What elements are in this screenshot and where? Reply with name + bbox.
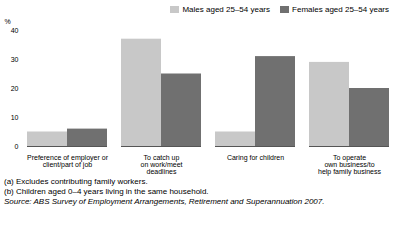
svg-text:Caring for children: Caring for children [227,154,284,162]
svg-text:%: % [5,18,11,25]
svg-text:0: 0 [15,143,19,150]
html-text:Source: ABS Survey of Employme: Source: ABS Survey of Employment Arrange… [4,197,325,206]
svg-text:20: 20 [11,85,19,92]
html-text:(b) Children aged 0–4 years li: (b) Children aged 0–4 years living in th… [4,187,209,196]
html-text:Females aged 25–54 years: Females aged 25–54 years [292,5,389,14]
html-text:Males aged 25–54 years: Males aged 25–54 years [182,5,270,14]
svg-text:Preference of employer orclien: Preference of employer orclient/part of … [27,154,109,169]
html-text:(a) Excludes contributing fami: (a) Excludes contributing family workers… [4,177,148,186]
svg-text:10: 10 [11,114,19,121]
svg-text:30: 30 [11,56,19,63]
svg-text:40: 40 [11,27,19,34]
svg-text:To operateown business/tohelp: To operateown business/tohelp family bus… [318,154,382,176]
svg-text:To catch upon work/meetdeadlin: To catch upon work/meetdeadlines [140,154,182,175]
